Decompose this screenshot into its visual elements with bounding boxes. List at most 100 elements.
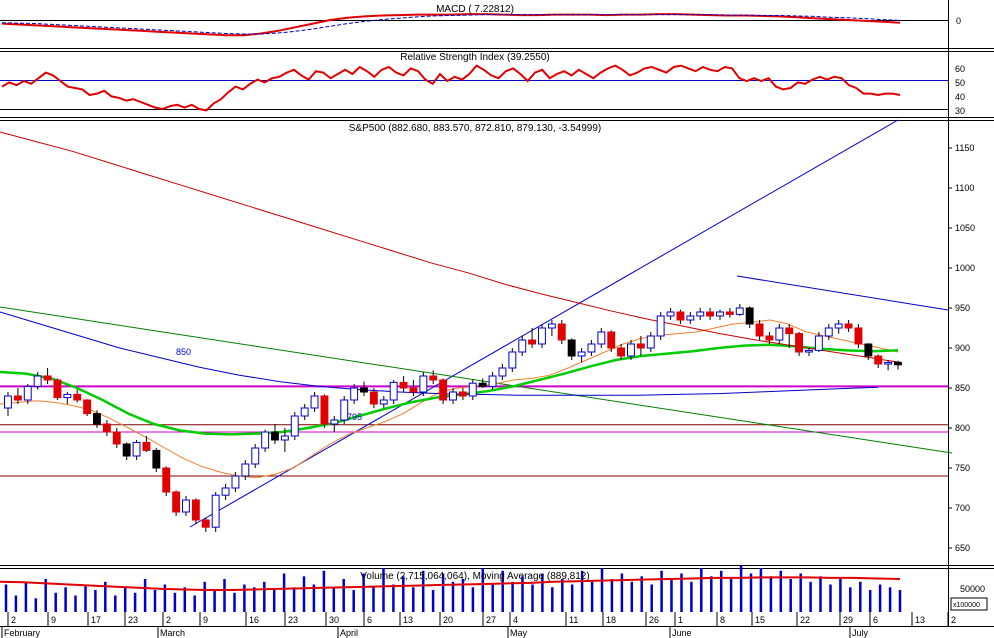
price-tick-850: 850 [955, 383, 970, 393]
x-tick-label: 13 [915, 615, 925, 625]
candle-body [844, 323, 853, 329]
candle [271, 424, 279, 444]
candle [360, 381, 368, 396]
candle [458, 388, 467, 400]
volume-title: Volume (2,715,064,064), Moving Average (… [360, 571, 589, 582]
candle-body [399, 381, 408, 389]
candle [745, 306, 754, 328]
x-tick-label: 23 [128, 615, 138, 625]
candle-body [824, 327, 833, 337]
macd-tick-0: 0 [956, 16, 961, 26]
candle [706, 308, 714, 320]
candle-body [716, 311, 724, 317]
candle-body [53, 379, 62, 399]
candle-body [221, 487, 230, 496]
month-label: February [4, 628, 41, 638]
candle [666, 308, 675, 320]
volume-unit-box [950, 597, 988, 611]
candle-body [547, 323, 556, 329]
candle-body [498, 367, 507, 377]
candle-body [755, 323, 764, 337]
candle [13, 388, 22, 404]
candle [646, 332, 655, 352]
candle-body [409, 387, 418, 393]
ma-series-2 [0, 311, 879, 396]
candle [478, 378, 487, 388]
candle-body [627, 343, 635, 357]
candle-body [814, 335, 823, 351]
candle-body [577, 351, 586, 357]
month-label: July [852, 628, 869, 638]
candle [518, 336, 527, 356]
candle-body [419, 375, 428, 393]
x-tick-label: 11 [569, 615, 578, 625]
candle-body [805, 349, 813, 353]
candle-body [538, 327, 546, 345]
candle [587, 340, 596, 356]
candle-body [191, 499, 200, 521]
candle [350, 384, 359, 404]
candle [4, 392, 12, 416]
candle-body [241, 463, 250, 477]
candle-body [63, 393, 72, 399]
candle-body [290, 415, 299, 437]
candle [290, 412, 299, 440]
candle-body [429, 375, 438, 381]
candle [656, 312, 665, 340]
candle-body [449, 391, 457, 401]
candle-body [508, 351, 517, 369]
candle [834, 320, 843, 334]
candle-body [439, 379, 448, 401]
candle-body [93, 413, 101, 425]
candle [320, 394, 329, 428]
candle-body [587, 343, 596, 353]
x-axis: 2 9 17 23 2 9 16 23 30 6 13 20 27 4 11 18 26 1 8 15 22 29 6 13 2… [1, 612, 956, 638]
x-tick-label: 9 [51, 615, 56, 625]
candle-body [874, 355, 883, 365]
price-tick-1150: 1150 [955, 143, 974, 153]
candle [439, 378, 448, 404]
candle-body [834, 323, 843, 329]
candle [132, 440, 141, 460]
x-tick-label: 2 [11, 615, 16, 625]
candle-body [261, 431, 270, 449]
candle [63, 392, 72, 404]
candle [725, 308, 734, 318]
candle-body [152, 449, 161, 469]
trendlines [0, 119, 953, 528]
x-tick-label: 26 [649, 615, 659, 625]
candle-body [686, 315, 695, 321]
candle-body [162, 467, 171, 493]
candle-body [360, 387, 368, 393]
candle [340, 396, 349, 424]
price-title: S&P500 (882.680, 883.570, 872.810, 879.1… [349, 123, 601, 134]
candle-body [201, 519, 210, 528]
candle [538, 324, 546, 348]
candle [399, 376, 408, 392]
candle [884, 360, 893, 371]
candle-body [795, 333, 803, 353]
candle-body [745, 307, 754, 325]
candle-body [884, 361, 893, 365]
candle [172, 490, 181, 516]
candle-body [330, 419, 339, 425]
candle [696, 308, 705, 320]
ma-series-3 [0, 131, 901, 363]
x-tick-label: 16 [249, 615, 259, 625]
candle-body [617, 347, 625, 357]
candle [824, 324, 833, 340]
candle [211, 492, 220, 532]
annotation-795: 795 [347, 412, 362, 422]
candle-body [597, 331, 606, 345]
candle [369, 388, 378, 408]
candle-body [13, 395, 22, 401]
price-tick-700: 700 [955, 503, 970, 513]
candle-body [310, 395, 319, 409]
candle [567, 338, 576, 360]
rsi-tick-60: 60 [955, 64, 965, 74]
candle-body [696, 311, 705, 317]
candle [201, 517, 210, 532]
candle-body [656, 315, 665, 337]
candle [874, 354, 883, 368]
